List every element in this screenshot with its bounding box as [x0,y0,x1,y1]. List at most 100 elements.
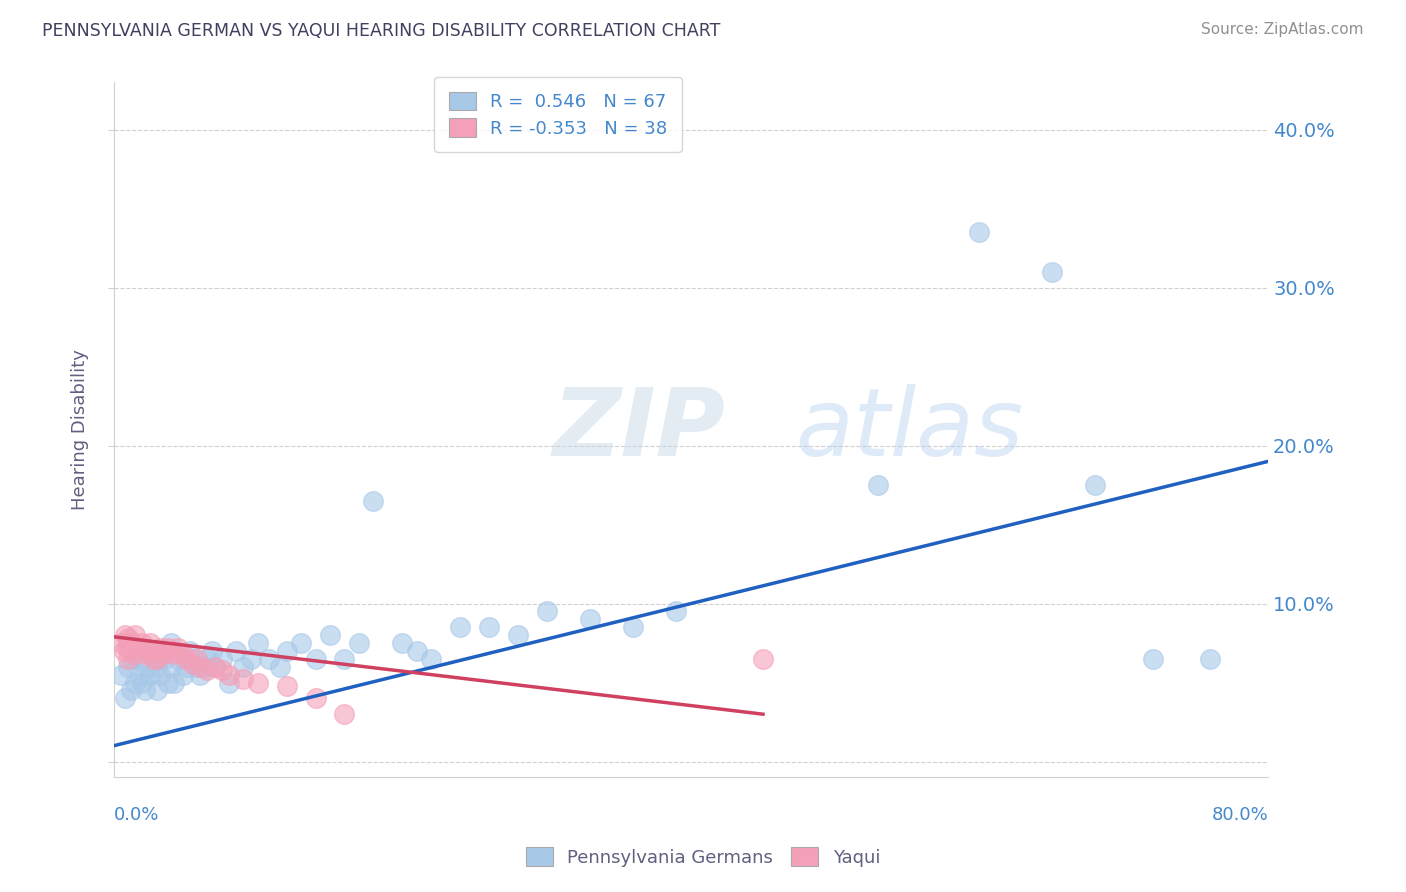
Point [124,644,146,658]
Point [188,660,211,674]
Legend: Pennsylvania Germans, Yaqui: Pennsylvania Germans, Yaqui [519,840,887,874]
Point [333,707,356,722]
Point [195,663,218,677]
Text: atlas: atlas [794,384,1024,475]
Point [969,225,991,239]
Point [478,620,501,634]
Point [181,657,204,671]
Text: ZIP: ZIP [553,384,725,475]
Point [1142,652,1164,666]
Point [1040,265,1063,279]
Point [195,652,218,666]
Point [110,636,132,650]
Point [420,652,443,666]
Point [146,683,169,698]
Point [218,675,240,690]
Point [201,644,224,658]
Point [117,632,139,646]
Point [157,640,180,655]
Point [149,640,172,655]
Point [124,675,146,690]
Point [131,675,153,690]
Point [1084,478,1107,492]
Point [112,644,135,658]
Text: PENNSYLVANIA GERMAN VS YAQUI HEARING DISABILITY CORRELATION CHART: PENNSYLVANIA GERMAN VS YAQUI HEARING DIS… [42,22,720,40]
Point [405,644,427,658]
Point [128,640,150,655]
Point [134,647,156,661]
Y-axis label: Hearing Disability: Hearing Disability [72,350,89,510]
Point [179,644,201,658]
Text: 0.0%: 0.0% [114,805,159,824]
Point [172,667,194,681]
Point [269,660,291,674]
Point [211,663,233,677]
Point [121,636,143,650]
Text: Source: ZipAtlas.com: Source: ZipAtlas.com [1201,22,1364,37]
Point [172,647,194,661]
Point [160,636,183,650]
Point [174,660,197,674]
Point [110,667,132,681]
Point [124,628,146,642]
Point [290,636,312,650]
Point [167,652,190,666]
Point [150,644,173,658]
Point [117,652,139,666]
Point [232,673,254,687]
Point [181,652,204,666]
Point [114,628,136,642]
Point [665,605,688,619]
Point [347,636,370,650]
Point [752,652,775,666]
Point [120,644,142,658]
Point [204,660,226,674]
Point [186,652,208,666]
Point [232,660,254,674]
Point [117,636,139,650]
Point [128,667,150,681]
Point [138,636,160,650]
Point [304,652,326,666]
Point [163,675,186,690]
Point [579,612,602,626]
Point [1199,652,1222,666]
Point [138,667,160,681]
Point [121,652,143,666]
Point [621,620,644,634]
Point [304,691,326,706]
Point [138,644,160,658]
Point [120,683,142,698]
Point [135,660,157,674]
Point [225,644,247,658]
Point [218,667,240,681]
Point [146,652,169,666]
Point [160,644,183,658]
Point [211,652,233,666]
Point [246,675,269,690]
Point [138,644,160,658]
Text: 80.0%: 80.0% [1212,805,1268,824]
Point [153,652,176,666]
Point [167,640,190,655]
Point [259,652,281,666]
Legend: R =  0.546   N = 67, R = -0.353   N = 38: R = 0.546 N = 67, R = -0.353 N = 38 [434,78,682,152]
Point [160,660,183,674]
Point [188,667,211,681]
Point [153,647,176,661]
Point [449,620,471,634]
Point [115,640,138,655]
Point [276,679,298,693]
Point [363,494,385,508]
Point [163,647,186,661]
Point [149,667,172,681]
Point [131,636,153,650]
Point [142,652,165,666]
Point [276,644,298,658]
Point [506,628,529,642]
Point [868,478,890,492]
Point [174,652,197,666]
Point [204,660,226,674]
Point [117,660,139,674]
Point [146,660,169,674]
